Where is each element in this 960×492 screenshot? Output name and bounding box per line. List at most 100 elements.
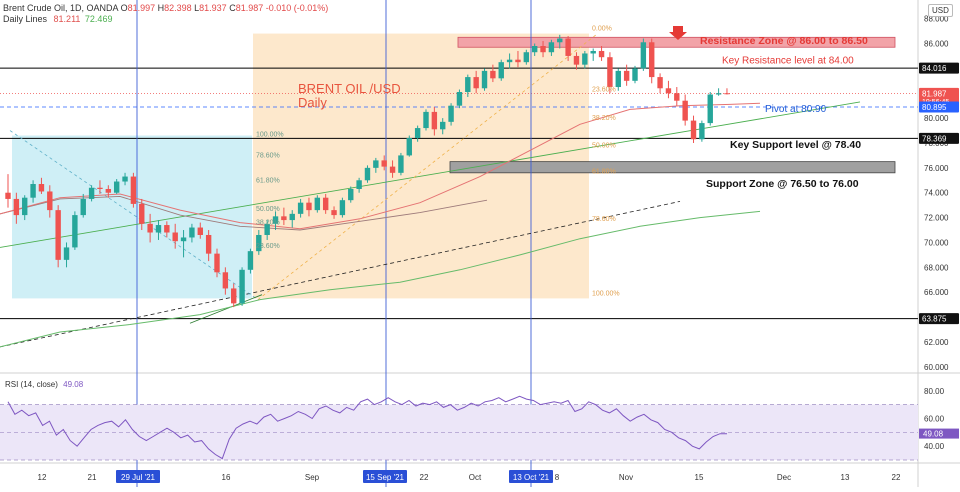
candle xyxy=(381,155,387,171)
candle-body xyxy=(256,234,262,252)
candle-body xyxy=(674,93,680,101)
candle-body xyxy=(724,93,730,95)
candle-body xyxy=(205,234,212,254)
ohlc-value: 82.398 xyxy=(164,3,192,13)
candle-body xyxy=(490,70,496,79)
resistance-zone-label: Resistance Zone @ 86.00 to 86.50 xyxy=(700,35,868,47)
fib-box-blue xyxy=(12,135,252,299)
candle xyxy=(322,193,329,214)
fib-diagonal-left xyxy=(9,130,259,300)
candle-body xyxy=(72,215,78,248)
x-axis-date-badge: 13 Oct '21 xyxy=(509,470,553,483)
candle xyxy=(598,46,605,61)
fib-left-label: 100.00% xyxy=(256,131,284,138)
x-axis-label: 8 xyxy=(555,473,560,482)
price-tag-box xyxy=(919,87,959,106)
price-tag-value: 84.016 xyxy=(922,64,947,73)
x-axis-label: 29 Jul '21 xyxy=(121,473,156,482)
candle xyxy=(247,248,254,274)
price-tag-value: 81.987 xyxy=(922,89,947,98)
candle xyxy=(205,230,212,262)
rsi-label[interactable]: RSI (14, close) xyxy=(5,380,58,389)
candle-body xyxy=(690,120,697,140)
y-axis-label: 72.000 xyxy=(924,214,949,223)
candle xyxy=(364,165,371,183)
price-tag-box xyxy=(919,132,959,144)
price-tag: 80.895 xyxy=(919,101,959,113)
x-axis-label: 15 Sep '21 xyxy=(366,473,405,482)
swing-trend-segment xyxy=(189,294,263,324)
price-tag: 84.016 xyxy=(919,62,959,74)
candle-body xyxy=(406,138,412,156)
candle xyxy=(97,180,103,194)
candle-body xyxy=(682,100,688,121)
candle-body xyxy=(47,191,53,211)
candle xyxy=(448,103,454,126)
candle-body xyxy=(172,232,178,242)
candle-body xyxy=(356,180,362,189)
candle-body xyxy=(264,223,270,235)
currency-label[interactable]: USD xyxy=(928,4,953,17)
indicator-label[interactable]: Daily Lines xyxy=(3,14,48,24)
candle xyxy=(63,242,70,268)
candle-body xyxy=(189,227,195,238)
ma-20-line xyxy=(0,102,761,230)
candle xyxy=(47,185,53,218)
candle xyxy=(515,50,521,68)
candle xyxy=(506,53,513,69)
x-axis-date-badge-box xyxy=(116,470,160,483)
candle-body xyxy=(88,187,95,199)
candle xyxy=(440,118,446,135)
candle-body xyxy=(281,216,287,221)
price-tag-box xyxy=(919,101,959,113)
candle-body xyxy=(381,160,387,167)
candle xyxy=(548,39,555,56)
candle xyxy=(264,220,270,240)
candle-body xyxy=(565,38,571,56)
rsi-value-tag-box xyxy=(919,428,959,439)
candle-body xyxy=(506,59,513,63)
rsi-header: RSI (14, close) 49.08 xyxy=(5,380,83,389)
candle-body xyxy=(481,70,488,89)
price-tag: 78.369 xyxy=(919,132,959,144)
ohlc-value: 81.997 xyxy=(127,3,156,13)
candle-body xyxy=(122,176,128,182)
candle-body xyxy=(322,197,329,211)
candle xyxy=(130,172,137,208)
candle xyxy=(180,230,187,258)
down-arrow-icon xyxy=(669,26,687,40)
ma-50-line xyxy=(0,195,488,231)
candle xyxy=(473,70,479,94)
candle xyxy=(498,59,504,81)
candle-body xyxy=(715,93,722,95)
candle xyxy=(590,48,596,61)
candle-body xyxy=(139,203,145,224)
candle-body xyxy=(582,53,588,65)
candle xyxy=(155,220,162,240)
support-zone xyxy=(449,161,896,174)
candle xyxy=(55,205,61,268)
x-axis-date-badge-box xyxy=(363,470,407,483)
price-tag-box xyxy=(919,62,959,74)
candle xyxy=(682,94,688,126)
rsi-value: 49.08 xyxy=(63,380,84,389)
candle-body xyxy=(557,38,563,43)
candle xyxy=(214,248,220,278)
candle xyxy=(607,52,613,94)
candle xyxy=(715,88,722,96)
candle xyxy=(331,206,337,219)
candle-body xyxy=(197,227,203,235)
symbol-label[interactable]: Brent Crude Oil, 1D, OANDA xyxy=(3,3,119,13)
candle-body xyxy=(38,184,45,192)
candle-body xyxy=(615,70,621,88)
x-axis-label: 16 xyxy=(222,473,231,482)
ohlc-value: 81.937 xyxy=(199,3,227,13)
candle-body xyxy=(22,197,28,216)
price-tag-value: 78.369 xyxy=(922,134,947,143)
candle-body xyxy=(314,197,321,211)
candle-body xyxy=(456,92,463,106)
candle-body xyxy=(414,128,421,139)
candle xyxy=(481,68,488,91)
x-axis-label: 12 xyxy=(38,473,47,482)
